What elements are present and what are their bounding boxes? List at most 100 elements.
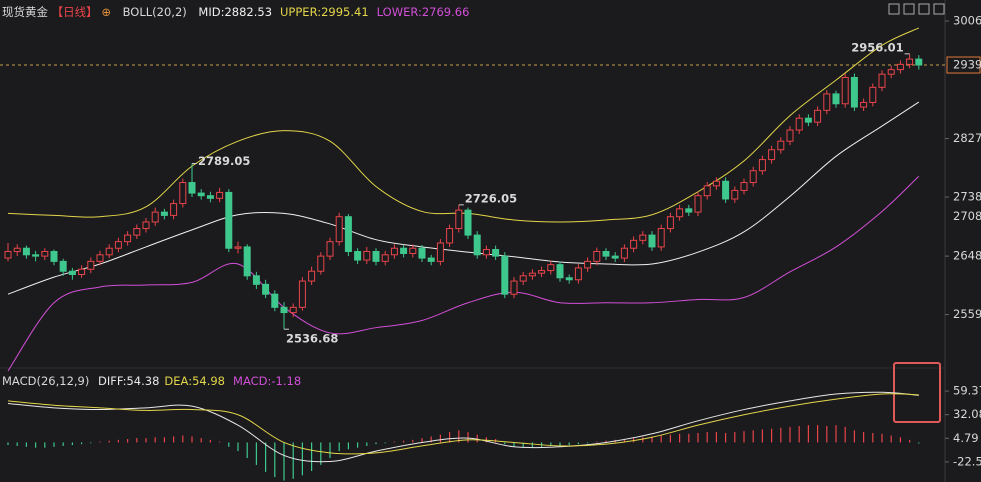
candle-body: [685, 208, 693, 213]
candle-body: [768, 149, 776, 161]
candle-body: [216, 191, 224, 199]
candle-body: [289, 306, 297, 314]
candle-body: [206, 195, 214, 199]
y-tick-label: -22.5: [953, 454, 981, 468]
candle-body: [59, 260, 67, 272]
candle-body: [510, 280, 518, 295]
candle-body: [547, 264, 555, 272]
candle-body: [740, 182, 748, 191]
candle-body: [722, 180, 730, 200]
candle-body: [381, 254, 389, 262]
candle-body: [731, 189, 739, 200]
macd-line: [7, 393, 919, 455]
y-tick-label: 4.79: [953, 431, 979, 445]
candle-body: [326, 241, 334, 257]
y-tick-label: 2559: [953, 307, 981, 321]
candle-body: [252, 275, 260, 285]
candle-body: [777, 140, 785, 151]
candle-body: [786, 129, 794, 142]
candle-body: [850, 76, 858, 108]
candle-body: [124, 234, 132, 243]
candle-body: [354, 251, 362, 261]
candle-body: [464, 209, 472, 236]
legend-label: UPPER:: [280, 5, 321, 19]
annotation: 2536.68: [286, 332, 338, 346]
candle-body: [666, 216, 674, 230]
candle-body: [87, 260, 95, 270]
candle-body: [795, 117, 803, 131]
candle-body: [528, 272, 536, 277]
toolbar[interactable]: [888, 3, 945, 15]
y-tick-label: 2738: [953, 190, 981, 204]
toolbar-button[interactable]: [903, 3, 915, 15]
candle-body: [860, 101, 868, 108]
indicator-name: MACD(26,12,9): [2, 374, 89, 388]
marker-price-label: 2708: [953, 209, 981, 223]
candle-body: [519, 275, 527, 282]
legend-label: DEA:: [164, 374, 192, 388]
candle-body: [427, 257, 435, 262]
current-price-box: [946, 56, 981, 74]
candle-body: [170, 203, 178, 216]
candle-body: [648, 234, 656, 248]
current-price-label: 2939: [953, 58, 981, 72]
candle-body: [501, 255, 509, 295]
period[interactable]: 【日线】: [52, 5, 98, 19]
candle-body: [832, 93, 840, 105]
candle-body: [455, 209, 463, 230]
candle-body: [390, 247, 398, 256]
legend-value: 54.98: [192, 374, 225, 388]
candle-body: [473, 234, 481, 256]
candle-body: [602, 251, 610, 257]
candle-body: [657, 228, 665, 248]
candle-body: [915, 58, 923, 66]
candle-body: [114, 241, 122, 249]
macd-line: [7, 391, 919, 463]
add-icon[interactable]: ⊕: [101, 5, 111, 19]
boll-line: [7, 101, 920, 295]
candle-body: [556, 264, 564, 279]
candle-body: [878, 73, 886, 88]
candle-body: [234, 246, 242, 249]
legend-label: LOWER:: [377, 5, 422, 19]
candle-body: [492, 249, 500, 257]
toolbar-button[interactable]: [918, 3, 930, 15]
candle-body: [574, 267, 582, 281]
toolbar-button[interactable]: [933, 3, 945, 15]
candle-body: [584, 260, 592, 269]
candle-body: [243, 246, 251, 277]
legend-label: MACD:: [233, 374, 271, 388]
candle-body: [105, 247, 113, 256]
y-tick-label: 2827: [953, 131, 981, 145]
candle-body: [823, 93, 831, 111]
candle-body: [22, 247, 30, 256]
macd-header: MACD(26,12,9) DIFF:54.38 DEA:54.98 MACD:-1…: [2, 374, 301, 388]
candle-body: [906, 58, 914, 65]
candle-body: [363, 251, 371, 261]
toolbar-button[interactable]: [888, 3, 900, 15]
y-tick-label: 32.08: [953, 407, 981, 421]
candle-body: [41, 251, 49, 257]
candle-body: [694, 195, 702, 213]
candle-body: [298, 280, 306, 308]
y-tick-label: 3006: [953, 14, 981, 28]
candle-body: [620, 247, 628, 259]
candle-body: [179, 182, 187, 205]
candle-body: [593, 251, 601, 262]
candle-body: [712, 180, 720, 187]
annotation: 2726.05: [465, 191, 517, 205]
candle-body: [611, 255, 619, 259]
candle-body: [344, 216, 352, 253]
candle-body: [869, 86, 877, 103]
candle-body: [630, 239, 638, 249]
legend-label: DIFF:: [98, 374, 126, 388]
candle-body: [896, 63, 904, 71]
annotation: 2956.01: [851, 40, 903, 54]
indicator-name: BOLL(20,2): [123, 5, 187, 19]
boll-line: [7, 175, 920, 372]
candle-body: [758, 159, 766, 172]
legend-value: 2769.66: [422, 5, 470, 19]
candle-body: [4, 251, 12, 259]
legend-label: MID:: [198, 5, 224, 19]
candle-body: [841, 76, 849, 105]
